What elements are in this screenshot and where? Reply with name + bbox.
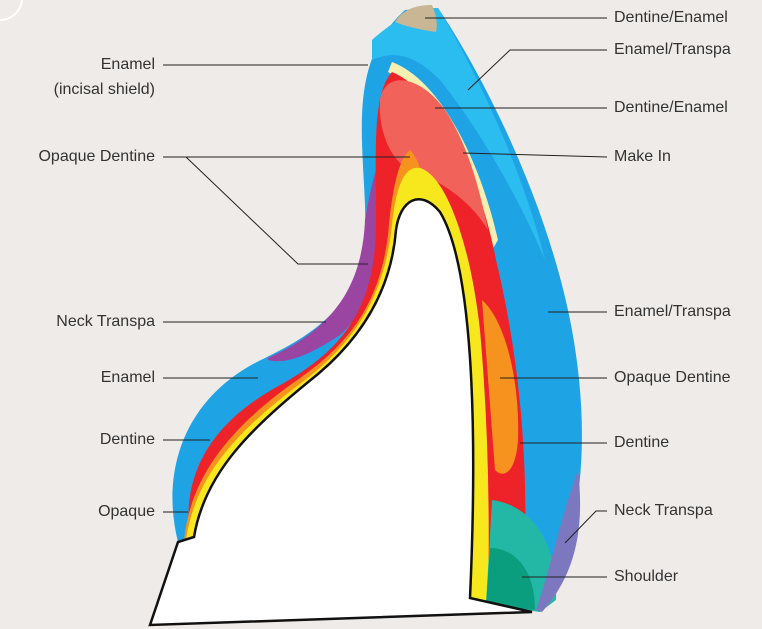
leader bbox=[462, 152, 608, 158]
label: Neck Transpa bbox=[56, 313, 155, 330]
leaders bbox=[163, 17, 608, 578]
label: Dentine bbox=[100, 431, 155, 448]
label: Dentine bbox=[614, 434, 669, 451]
label: Dentine/Enamel bbox=[614, 9, 728, 26]
leader bbox=[564, 510, 607, 544]
label: Dentine/Enamel bbox=[614, 99, 728, 116]
label: Enamel/Transpa bbox=[614, 41, 731, 58]
leader bbox=[467, 49, 607, 91]
dentine-enamel-top bbox=[379, 80, 488, 230]
label: Enamel bbox=[101, 56, 155, 73]
label: Neck Transpa bbox=[614, 502, 713, 519]
corner-arc bbox=[0, 0, 23, 22]
label: Opaque bbox=[98, 503, 155, 520]
label: Enamel/Transpa bbox=[614, 303, 731, 320]
shoulder-dark bbox=[486, 548, 535, 610]
label: Opaque Dentine bbox=[38, 148, 155, 165]
dentine-enamel-tip bbox=[395, 5, 437, 32]
leader bbox=[163, 156, 410, 265]
label: Shoulder bbox=[614, 568, 679, 585]
neck-transpa-left bbox=[268, 160, 383, 362]
die bbox=[148, 198, 533, 627]
label: Opaque Dentine bbox=[614, 369, 731, 386]
labels: Enamel (incisal shield) Opaque Dentine Neck… bbox=[38, 9, 730, 585]
opaque-dentine-right bbox=[482, 300, 519, 474]
label: (incisal shield) bbox=[54, 81, 155, 98]
label: Enamel bbox=[101, 369, 155, 386]
label: Make In bbox=[614, 148, 671, 165]
enamel-light bbox=[372, 8, 545, 260]
